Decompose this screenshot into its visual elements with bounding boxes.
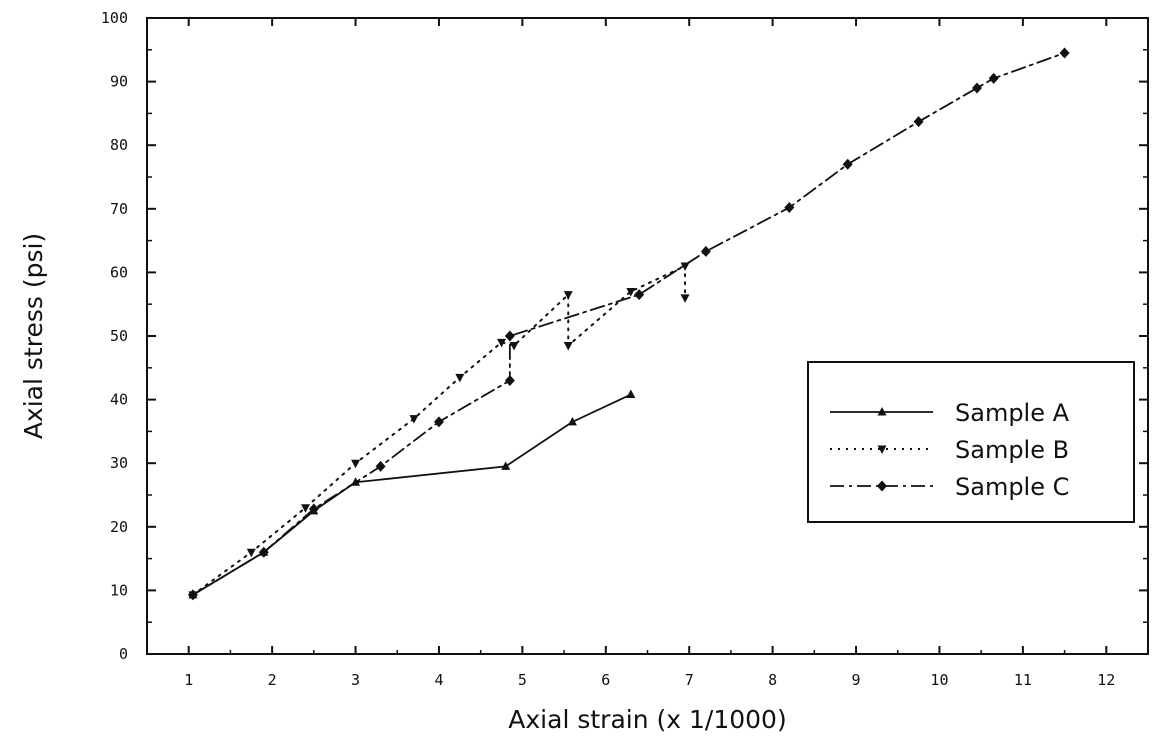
y-tick-label: 90 bbox=[110, 73, 128, 91]
legend-label: Sample A bbox=[955, 399, 1070, 427]
data-point bbox=[246, 548, 256, 558]
series-line bbox=[191, 393, 632, 596]
y-tick-label: 60 bbox=[110, 263, 128, 281]
x-tick-label: 5 bbox=[518, 671, 527, 689]
x-tick-label: 10 bbox=[930, 671, 948, 689]
data-point bbox=[351, 459, 361, 469]
data-point bbox=[187, 589, 198, 601]
y-tick-label: 100 bbox=[101, 9, 128, 27]
x-tick-label: 2 bbox=[268, 671, 277, 689]
data-point bbox=[455, 373, 465, 383]
legend-item: Sample A bbox=[830, 399, 1070, 427]
data-point bbox=[509, 342, 519, 351]
legend-item: Sample C bbox=[830, 473, 1069, 501]
data-point bbox=[913, 116, 924, 128]
series-line bbox=[191, 264, 687, 596]
series-layer bbox=[187, 47, 1070, 601]
data-point bbox=[375, 460, 386, 472]
legend: Sample A Sample B Sample C bbox=[807, 361, 1135, 523]
data-point bbox=[700, 245, 711, 257]
legend-marker bbox=[877, 480, 887, 492]
y-tick-label: 30 bbox=[110, 454, 128, 472]
data-point bbox=[626, 287, 636, 297]
x-tick-label: 7 bbox=[685, 671, 694, 689]
x-axis-title: Axial strain (x 1/1000) bbox=[508, 705, 786, 734]
data-point bbox=[563, 342, 573, 351]
data-point bbox=[988, 72, 999, 84]
legend-label: Sample C bbox=[955, 473, 1069, 501]
y-axis-title: Axial stress (psi) bbox=[19, 233, 48, 439]
data-point bbox=[497, 338, 507, 348]
legend-item: Sample B bbox=[830, 436, 1069, 464]
y-tick-label: 10 bbox=[110, 581, 128, 599]
data-point bbox=[634, 289, 645, 301]
data-point bbox=[300, 504, 310, 513]
data-point bbox=[626, 389, 636, 399]
y-tick-label: 70 bbox=[110, 200, 128, 218]
data-point bbox=[409, 415, 419, 424]
x-tick-label: 6 bbox=[601, 671, 610, 689]
y-tick-label: 20 bbox=[110, 518, 128, 536]
data-point bbox=[433, 416, 444, 428]
legend-label: Sample B bbox=[955, 436, 1069, 464]
x-tick-label: 8 bbox=[768, 671, 777, 689]
x-tick-label: 11 bbox=[1014, 671, 1032, 689]
data-point bbox=[680, 294, 690, 303]
y-tick-label: 0 bbox=[119, 645, 128, 663]
data-point bbox=[504, 330, 515, 342]
axis-ticks bbox=[146, 17, 1149, 655]
legend-items: Sample A Sample B Sample C bbox=[830, 399, 1070, 501]
x-tick-label: 3 bbox=[351, 671, 360, 689]
legend-box bbox=[807, 361, 1135, 523]
y-tick-label: 50 bbox=[110, 327, 128, 345]
x-tick-label: 12 bbox=[1097, 671, 1115, 689]
series-line bbox=[191, 52, 1066, 596]
data-point bbox=[842, 158, 853, 170]
plot-area-frame bbox=[146, 17, 1149, 655]
legend-marker bbox=[877, 407, 887, 416]
data-point bbox=[504, 375, 515, 387]
y-tick-label: 40 bbox=[110, 391, 128, 409]
data-point bbox=[971, 82, 982, 94]
data-point bbox=[1059, 47, 1070, 59]
x-tick-label: 1 bbox=[184, 671, 193, 689]
data-point bbox=[784, 202, 795, 214]
data-point bbox=[680, 262, 690, 272]
y-tick-label: 80 bbox=[110, 136, 128, 154]
legend-marker bbox=[877, 445, 887, 454]
data-point bbox=[563, 291, 573, 300]
data-point bbox=[567, 416, 577, 426]
data-point bbox=[501, 461, 511, 470]
x-tick-label: 4 bbox=[434, 671, 443, 689]
data-point bbox=[258, 546, 269, 558]
x-tick-label: 9 bbox=[852, 671, 861, 689]
series-sample-c bbox=[187, 47, 1070, 601]
data-point bbox=[308, 503, 319, 515]
